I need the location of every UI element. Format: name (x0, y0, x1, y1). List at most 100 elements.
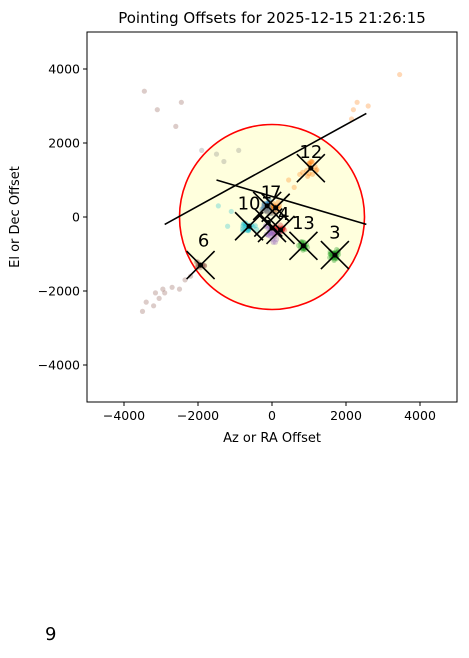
cluster-point (267, 233, 274, 239)
scatter-point (162, 290, 168, 296)
cluster-point (240, 223, 246, 229)
x-axis-ticks: −4000 −2000 0 2000 4000 (103, 402, 436, 423)
x-marker (234, 211, 264, 241)
cluster-point (300, 169, 306, 175)
cluster-point (309, 171, 316, 177)
scatter-point (221, 158, 227, 165)
scatter-point (151, 303, 157, 309)
footer-number: 9 (45, 624, 57, 645)
cluster-point (300, 247, 306, 253)
cluster-point (295, 242, 302, 249)
scatter-point (225, 223, 231, 229)
cluster-point (327, 249, 333, 255)
x-marker (261, 193, 291, 223)
x-marker (320, 240, 350, 270)
x-tick-label: 2000 (330, 408, 362, 423)
cluster-point (252, 223, 258, 229)
cluster-point (240, 226, 246, 232)
y-tick-label: −2000 (38, 284, 80, 299)
point-label: 4 (278, 204, 289, 225)
point-label: 13 (292, 213, 315, 234)
cluster-point (277, 222, 283, 228)
scatter-point (236, 147, 242, 153)
x-marker (186, 250, 216, 280)
y-axis-label: El or Dec Offset (8, 166, 23, 268)
cluster-point (308, 159, 314, 165)
scatter-point (143, 299, 149, 305)
scatter-point (199, 147, 205, 153)
cluster-point (270, 239, 276, 245)
cluster-point (245, 228, 252, 234)
cluster-point (254, 226, 260, 233)
x-axis-label: Az or RA Offset (223, 431, 321, 446)
scatter-point (152, 290, 159, 296)
x-marker (296, 153, 326, 183)
cluster-point (272, 239, 278, 245)
scatter-point (178, 99, 184, 105)
y-tick-label: −4000 (38, 358, 80, 373)
y-tick-label: 4000 (48, 62, 80, 77)
point-label: 3 (329, 222, 340, 243)
cluster-point (309, 159, 315, 165)
y-tick-label: 0 (72, 210, 80, 225)
y-axis-ticks: −4000 −2000 0 2000 4000 (38, 62, 87, 373)
cluster-point (264, 209, 270, 215)
scatter-point (213, 151, 220, 157)
scatter-point (154, 107, 160, 113)
scatter-point (156, 295, 162, 301)
scan-line (216, 179, 367, 226)
scatter-point (350, 107, 356, 113)
cluster-point (274, 236, 280, 242)
cluster-point (331, 257, 337, 264)
x-marker (253, 207, 283, 238)
x-marker-center (198, 262, 204, 268)
point-label: 1 (261, 183, 272, 204)
cluster-point (264, 208, 270, 214)
boresight-line (164, 112, 367, 226)
scatter-point (397, 71, 403, 78)
point-label: 7 (270, 183, 281, 204)
scatter-point (354, 99, 360, 105)
point-label: 6 (198, 231, 209, 252)
scatter-point (228, 208, 234, 215)
x-tick-label: 4000 (404, 408, 436, 423)
x-marker-center (278, 227, 284, 233)
scatter-point (169, 284, 175, 290)
scatter-point (286, 177, 292, 183)
x-marker-center (246, 223, 252, 229)
scatter-point (141, 88, 147, 94)
point-label: 12 (299, 142, 322, 163)
chart-title: Pointing Offsets for 2025-12-15 21:26:15 (118, 9, 426, 27)
y-tick-label: 2000 (48, 136, 80, 151)
x-marker-center (332, 252, 338, 258)
scatter-point (176, 286, 183, 292)
cluster-point (268, 231, 274, 237)
x-marker-center (265, 220, 271, 226)
x-marker (288, 231, 319, 261)
offset-circle-fill (179, 124, 365, 310)
x-tick-label: 0 (268, 408, 276, 423)
scatter-point (160, 286, 166, 292)
x-marker (257, 213, 287, 243)
cluster-point (334, 246, 340, 253)
x-marker-center (264, 203, 270, 209)
cluster-point (305, 173, 311, 179)
cluster-point (276, 202, 283, 209)
cluster-point (193, 259, 200, 265)
scatter-point (291, 184, 297, 190)
x-marker-center (273, 205, 279, 211)
x-marker-center (300, 243, 306, 249)
x-tick-label: −2000 (177, 408, 219, 423)
cluster-point (264, 208, 270, 214)
scatter-point (365, 103, 371, 109)
x-marker-center (308, 165, 314, 171)
point-label: 10 (238, 194, 261, 215)
x-tick-label: −4000 (103, 408, 145, 423)
scatter-point (173, 123, 179, 129)
cluster-point (282, 227, 288, 233)
cluster-point (314, 167, 320, 173)
scatter-point (139, 308, 146, 314)
scatter-point (215, 203, 221, 209)
